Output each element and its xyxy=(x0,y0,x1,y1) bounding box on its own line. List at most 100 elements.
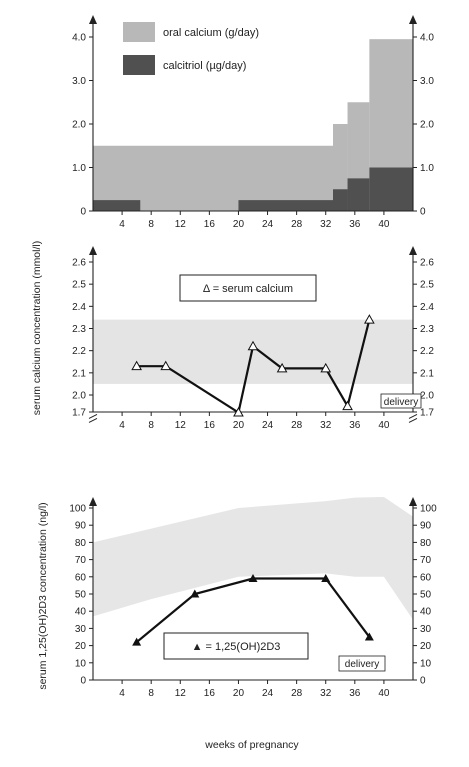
serum-calcium-series xyxy=(131,314,375,417)
vitamin-d-ytick-label-left: 100 xyxy=(69,504,86,515)
dosage-ytick-label-left: 0 xyxy=(80,207,86,218)
serum-calcium-point xyxy=(233,407,244,417)
serum-calcium-left-arrow xyxy=(89,246,97,255)
serum-calcium-ticks: 4 8 12 16 20 24 28 32 36 40 1.7 1.7 2.0 2.0 2.1 2.1 2.2 2… xyxy=(72,258,434,432)
vitamin-d-ytick-label-left: 40 xyxy=(75,607,87,618)
dosage-xtick-label: 20 xyxy=(233,219,245,230)
vitamin-d-series xyxy=(132,574,374,646)
vitamin-d-ytick-label-left: 50 xyxy=(75,590,87,601)
serum-calcium-delivery-box: delivery xyxy=(380,393,422,409)
calcitriol-step xyxy=(238,200,333,211)
serum-calcium-point xyxy=(364,314,375,324)
vitamin-d-left-arrow xyxy=(89,497,97,506)
dosage-xtick-label: 12 xyxy=(175,219,187,230)
vitamin-d-point xyxy=(364,632,374,641)
serum-calcium-delivery-label: delivery xyxy=(384,397,418,408)
vitamin-d-xlabel: weeks of pregnancy xyxy=(204,739,299,751)
serum-calcium-legend: Δ = serum calcium xyxy=(203,283,293,295)
serum-calcium-chart: 4 8 12 16 20 24 28 32 36 40 1.7 1.7 2.0 2.0 2.1 2.1 2.2 2… xyxy=(31,241,434,431)
vitamin-d-ytick-label-left: 10 xyxy=(75,658,87,669)
dosage-xtick-label: 28 xyxy=(291,219,303,230)
vitamin-d-ytick-label-right: 10 xyxy=(420,658,432,669)
calcitriol-step xyxy=(93,200,141,211)
dosage-axes xyxy=(89,15,417,212)
serum-calcium-point xyxy=(276,362,288,373)
serum-calcium-xtick-label: 12 xyxy=(175,420,187,431)
serum-calcium-xtick-label: 28 xyxy=(291,420,303,431)
serum-calcium-ytick-label-right: 2.2 xyxy=(420,346,434,357)
dosage-ytick-label-left: 2.0 xyxy=(72,120,86,131)
vitamin-d-ytick-label-right: 60 xyxy=(420,572,432,583)
vitamin-d-reference-band xyxy=(93,497,413,620)
dosage-ytick-label-right: 4.0 xyxy=(420,33,434,44)
vitamin-d-xtick-label: 24 xyxy=(262,688,274,699)
serum-calcium-ytick-label-left: 2.6 xyxy=(72,258,86,269)
serum-calcium-xtick-label: 4 xyxy=(119,420,125,431)
vitamin-d-xtick-label: 36 xyxy=(349,688,361,699)
dosage-legend: oral calcium (g/day) calcitriol (µg/day) xyxy=(123,22,259,75)
serum-calcium-reference-band xyxy=(93,319,413,384)
serum-calcium-point xyxy=(247,340,259,351)
vitamin-d-legend: ▲ = 1,25(OH)2D3 xyxy=(192,641,281,653)
serum-calcium-xtick-label: 40 xyxy=(378,420,390,431)
serum-calcium-point xyxy=(131,360,142,371)
dosage-ytick-label-right: 1.0 xyxy=(420,163,434,174)
serum-calcium-ytick-label-left: 2.1 xyxy=(72,368,86,379)
serum-calcium-ytick-label-right: 2.0 xyxy=(420,391,434,402)
serum-calcium-ytick-label-right: 2.4 xyxy=(420,302,434,313)
vitamin-d-ytick-label-left: 90 xyxy=(75,521,87,532)
vitamin-d-ytick-label-right: 30 xyxy=(420,624,432,635)
serum-calcium-normal-range xyxy=(93,319,413,384)
vitamin-d-point xyxy=(321,574,331,583)
vitamin-d-ytick-label-left: 60 xyxy=(75,572,87,583)
calcitriol-step xyxy=(347,178,370,211)
dosage-ytick-label-left: 1.0 xyxy=(72,163,86,174)
dosage-left-arrow xyxy=(89,15,97,24)
vitamin-d-ytick-label-right: 90 xyxy=(420,521,432,532)
serum-calcium-ytick-label-right: 2.6 xyxy=(420,258,434,269)
vitamin-d-point xyxy=(132,637,142,646)
serum-calcium-xtick-label: 36 xyxy=(349,420,361,431)
vitamin-d-xtick-label: 40 xyxy=(378,688,390,699)
serum-calcium-ylabel: serum calcium concentration (mmol/l) xyxy=(31,241,43,415)
vitamin-d-ytick-label-right: 40 xyxy=(420,607,432,618)
vitamin-d-ytick-label-left: 70 xyxy=(75,555,87,566)
serum-calcium-ytick-label-right: 2.1 xyxy=(420,368,434,379)
dosage-ytick-label-right: 3.0 xyxy=(420,76,434,87)
dosage-ytick-label-right: 2.0 xyxy=(420,120,434,131)
vitamin-d-ytick-label-left: 30 xyxy=(75,624,87,635)
dosage-xtick-label: 40 xyxy=(378,219,390,230)
vitamin-d-legend-box: ▲ = 1,25(OH)2D3 xyxy=(163,632,309,660)
calcitriol-step xyxy=(369,167,413,211)
serum-calcium-ytick-label-left: 2.2 xyxy=(72,346,86,357)
vitamin-d-ytick-label-right: 100 xyxy=(420,504,437,515)
dosage-ytick-label-left: 3.0 xyxy=(72,76,86,87)
serum-calcium-legend-box: Δ = serum calcium xyxy=(179,274,317,302)
serum-calcium-xtick-label: 24 xyxy=(262,420,274,431)
legend-label-calcitriol: calcitriol (µg/day) xyxy=(163,60,246,72)
axis-break-mark xyxy=(408,413,418,423)
dosage-xtick-label: 8 xyxy=(148,219,154,230)
vitamin-d-ytick-label-right: 0 xyxy=(420,676,426,687)
vitamin-d-right-arrow xyxy=(409,497,417,506)
serum-calcium-xtick-label: 16 xyxy=(204,420,216,431)
serum-calcium-ytick-label-right: 2.3 xyxy=(420,324,434,335)
vitamin-d-delivery-box: delivery xyxy=(338,655,386,672)
vitamin-d-ytick-label-right: 70 xyxy=(420,555,432,566)
serum-calcium-point xyxy=(342,400,353,411)
vitamin-d-xtick-label: 32 xyxy=(320,688,332,699)
vitamin-d-xtick-label: 8 xyxy=(148,688,154,699)
serum-calcium-xtick-label: 32 xyxy=(320,420,332,431)
vitamin-d-point xyxy=(248,574,258,583)
dosage-right-arrow xyxy=(409,15,417,24)
axis-break-mark xyxy=(88,413,98,423)
serum-calcium-ytick-label-left: 2.3 xyxy=(72,324,86,335)
vitamin-d-xtick-label: 20 xyxy=(233,688,245,699)
legend-swatch-oral-calcium xyxy=(123,22,155,42)
legend-swatch-calcitriol xyxy=(123,55,155,75)
dosage-ytick-label-right: 0 xyxy=(420,207,426,218)
serum-calcium-ytick-label-left: 2.4 xyxy=(72,302,86,313)
serum-calcium-ytick-label-right: 1.7 xyxy=(420,408,434,419)
vitamin-d-xtick-label: 12 xyxy=(175,688,187,699)
vitamin-d-ylabel: serum 1,25(OH)2D3 concentration (ng/l) xyxy=(37,502,49,689)
